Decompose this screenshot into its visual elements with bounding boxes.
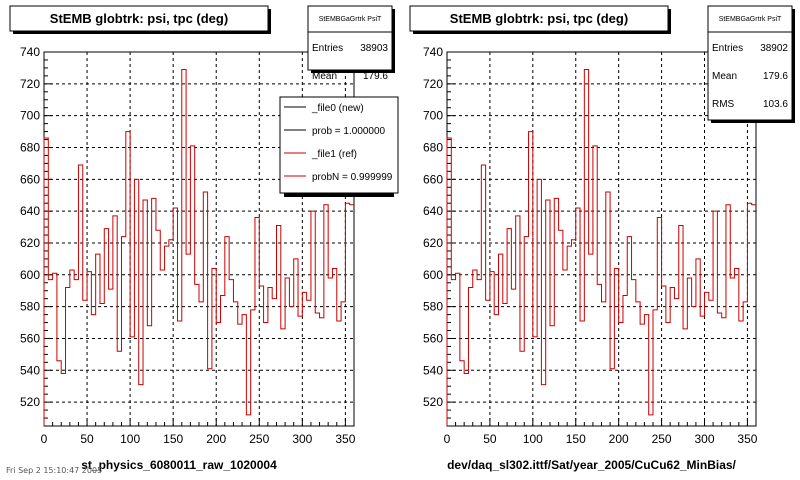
y-tick-label: 580 <box>20 300 40 314</box>
histogram-series-line <box>446 69 756 426</box>
stats-label: RMS <box>712 99 735 110</box>
y-tick-label: 640 <box>20 204 40 218</box>
y-tick-label: 640 <box>423 204 443 218</box>
chart-panel-1: 0 50 100 150 200 250 300 350 520 540 560 580 600 620 6… <box>9 5 399 472</box>
y-tick-label: 720 <box>423 77 443 91</box>
y-tick-label: 520 <box>20 395 40 409</box>
chart-panel-2: 0 50 100 150 200 250 300 350 520 540 560 580 600 620 6… <box>409 5 795 472</box>
y-tick-label: 740 <box>423 45 443 59</box>
x-tick-label: 350 <box>335 432 355 446</box>
chart-title: StEMB globtrk: psi, tpc (deg) <box>50 11 228 26</box>
legend-entry-label: _file0 (new) <box>311 103 364 114</box>
legend-box <box>279 96 399 194</box>
y-tick-label: 700 <box>20 109 40 123</box>
y-tick-label: 660 <box>423 172 443 186</box>
legend: _file0 (new) prob = 1.000000 _file1 (ref) p… <box>279 96 399 197</box>
x-tick-label: 350 <box>737 432 757 446</box>
y-tick-label: 600 <box>20 268 40 282</box>
stats-value: 103.6 <box>763 99 788 110</box>
stats-title: StEMBGaGrtrk PsiT <box>319 16 382 23</box>
title-box <box>409 5 669 32</box>
x-tick-label: 250 <box>652 432 672 446</box>
x-tick-label: 300 <box>292 432 312 446</box>
footer-timestamp: Fri Sep 2 15:10:47 2005 <box>6 466 103 475</box>
y-tick-label: 620 <box>20 236 40 250</box>
chart-title: StEMB globtrk: psi, tpc (deg) <box>450 11 628 26</box>
x-tick-label: 0 <box>41 432 48 446</box>
x-axis-label: dev/daq_sl302.ittf/Sat/year_2005/CuCu62_… <box>447 458 736 472</box>
y-tick-label: 560 <box>20 331 40 345</box>
x-tick-label: 50 <box>80 432 94 446</box>
histogram-series-line <box>43 69 354 426</box>
x-tick-label: 100 <box>120 432 140 446</box>
x-tick-label: 100 <box>523 432 543 446</box>
y-tick-label: 520 <box>423 395 443 409</box>
legend-entry-label: prob = 1.000000 <box>312 126 386 137</box>
y-tick-label: 540 <box>20 363 40 377</box>
x-axis-label: st_physics_6080011_raw_1020004 <box>81 458 277 472</box>
y-tick-label: 660 <box>20 172 40 186</box>
title-box <box>9 5 269 32</box>
x-tick-label: 150 <box>566 432 586 446</box>
y-tick-label: 680 <box>20 140 40 154</box>
x-tick-label: 50 <box>483 432 497 446</box>
x-tick-label: 200 <box>609 432 629 446</box>
stats-value: 179.6 <box>763 71 788 82</box>
y-tick-label: 620 <box>423 236 443 250</box>
y-tick-label: 680 <box>423 140 443 154</box>
x-tick-label: 200 <box>206 432 226 446</box>
y-tick-label: 540 <box>423 363 443 377</box>
stats-label: Entries <box>712 43 743 54</box>
legend-entry-label: probN = 0.999999 <box>312 172 393 183</box>
y-tick-label: 560 <box>423 331 443 345</box>
x-tick-label: 0 <box>444 432 451 446</box>
legend-entry-label: _file1 (ref) <box>311 149 357 160</box>
stats-label: Entries <box>312 43 343 54</box>
stats-box <box>307 5 393 71</box>
y-tick-label: 700 <box>423 109 443 123</box>
stats-value: 38903 <box>360 43 388 54</box>
x-tick-label: 250 <box>249 432 269 446</box>
y-tick-label: 600 <box>423 268 443 282</box>
y-tick-label: 720 <box>20 77 40 91</box>
stats-value: 179.6 <box>363 71 388 82</box>
stats-value: 38902 <box>760 43 788 54</box>
stats-title: StEMBGaGrtrk PsiT <box>719 16 782 23</box>
stats-label: Mean <box>712 71 737 82</box>
stats-box <box>707 5 793 121</box>
y-tick-label: 580 <box>423 300 443 314</box>
x-tick-label: 150 <box>163 432 183 446</box>
y-tick-label: 740 <box>20 45 40 59</box>
stats-label: Mean <box>312 71 337 82</box>
x-tick-label: 300 <box>694 432 714 446</box>
